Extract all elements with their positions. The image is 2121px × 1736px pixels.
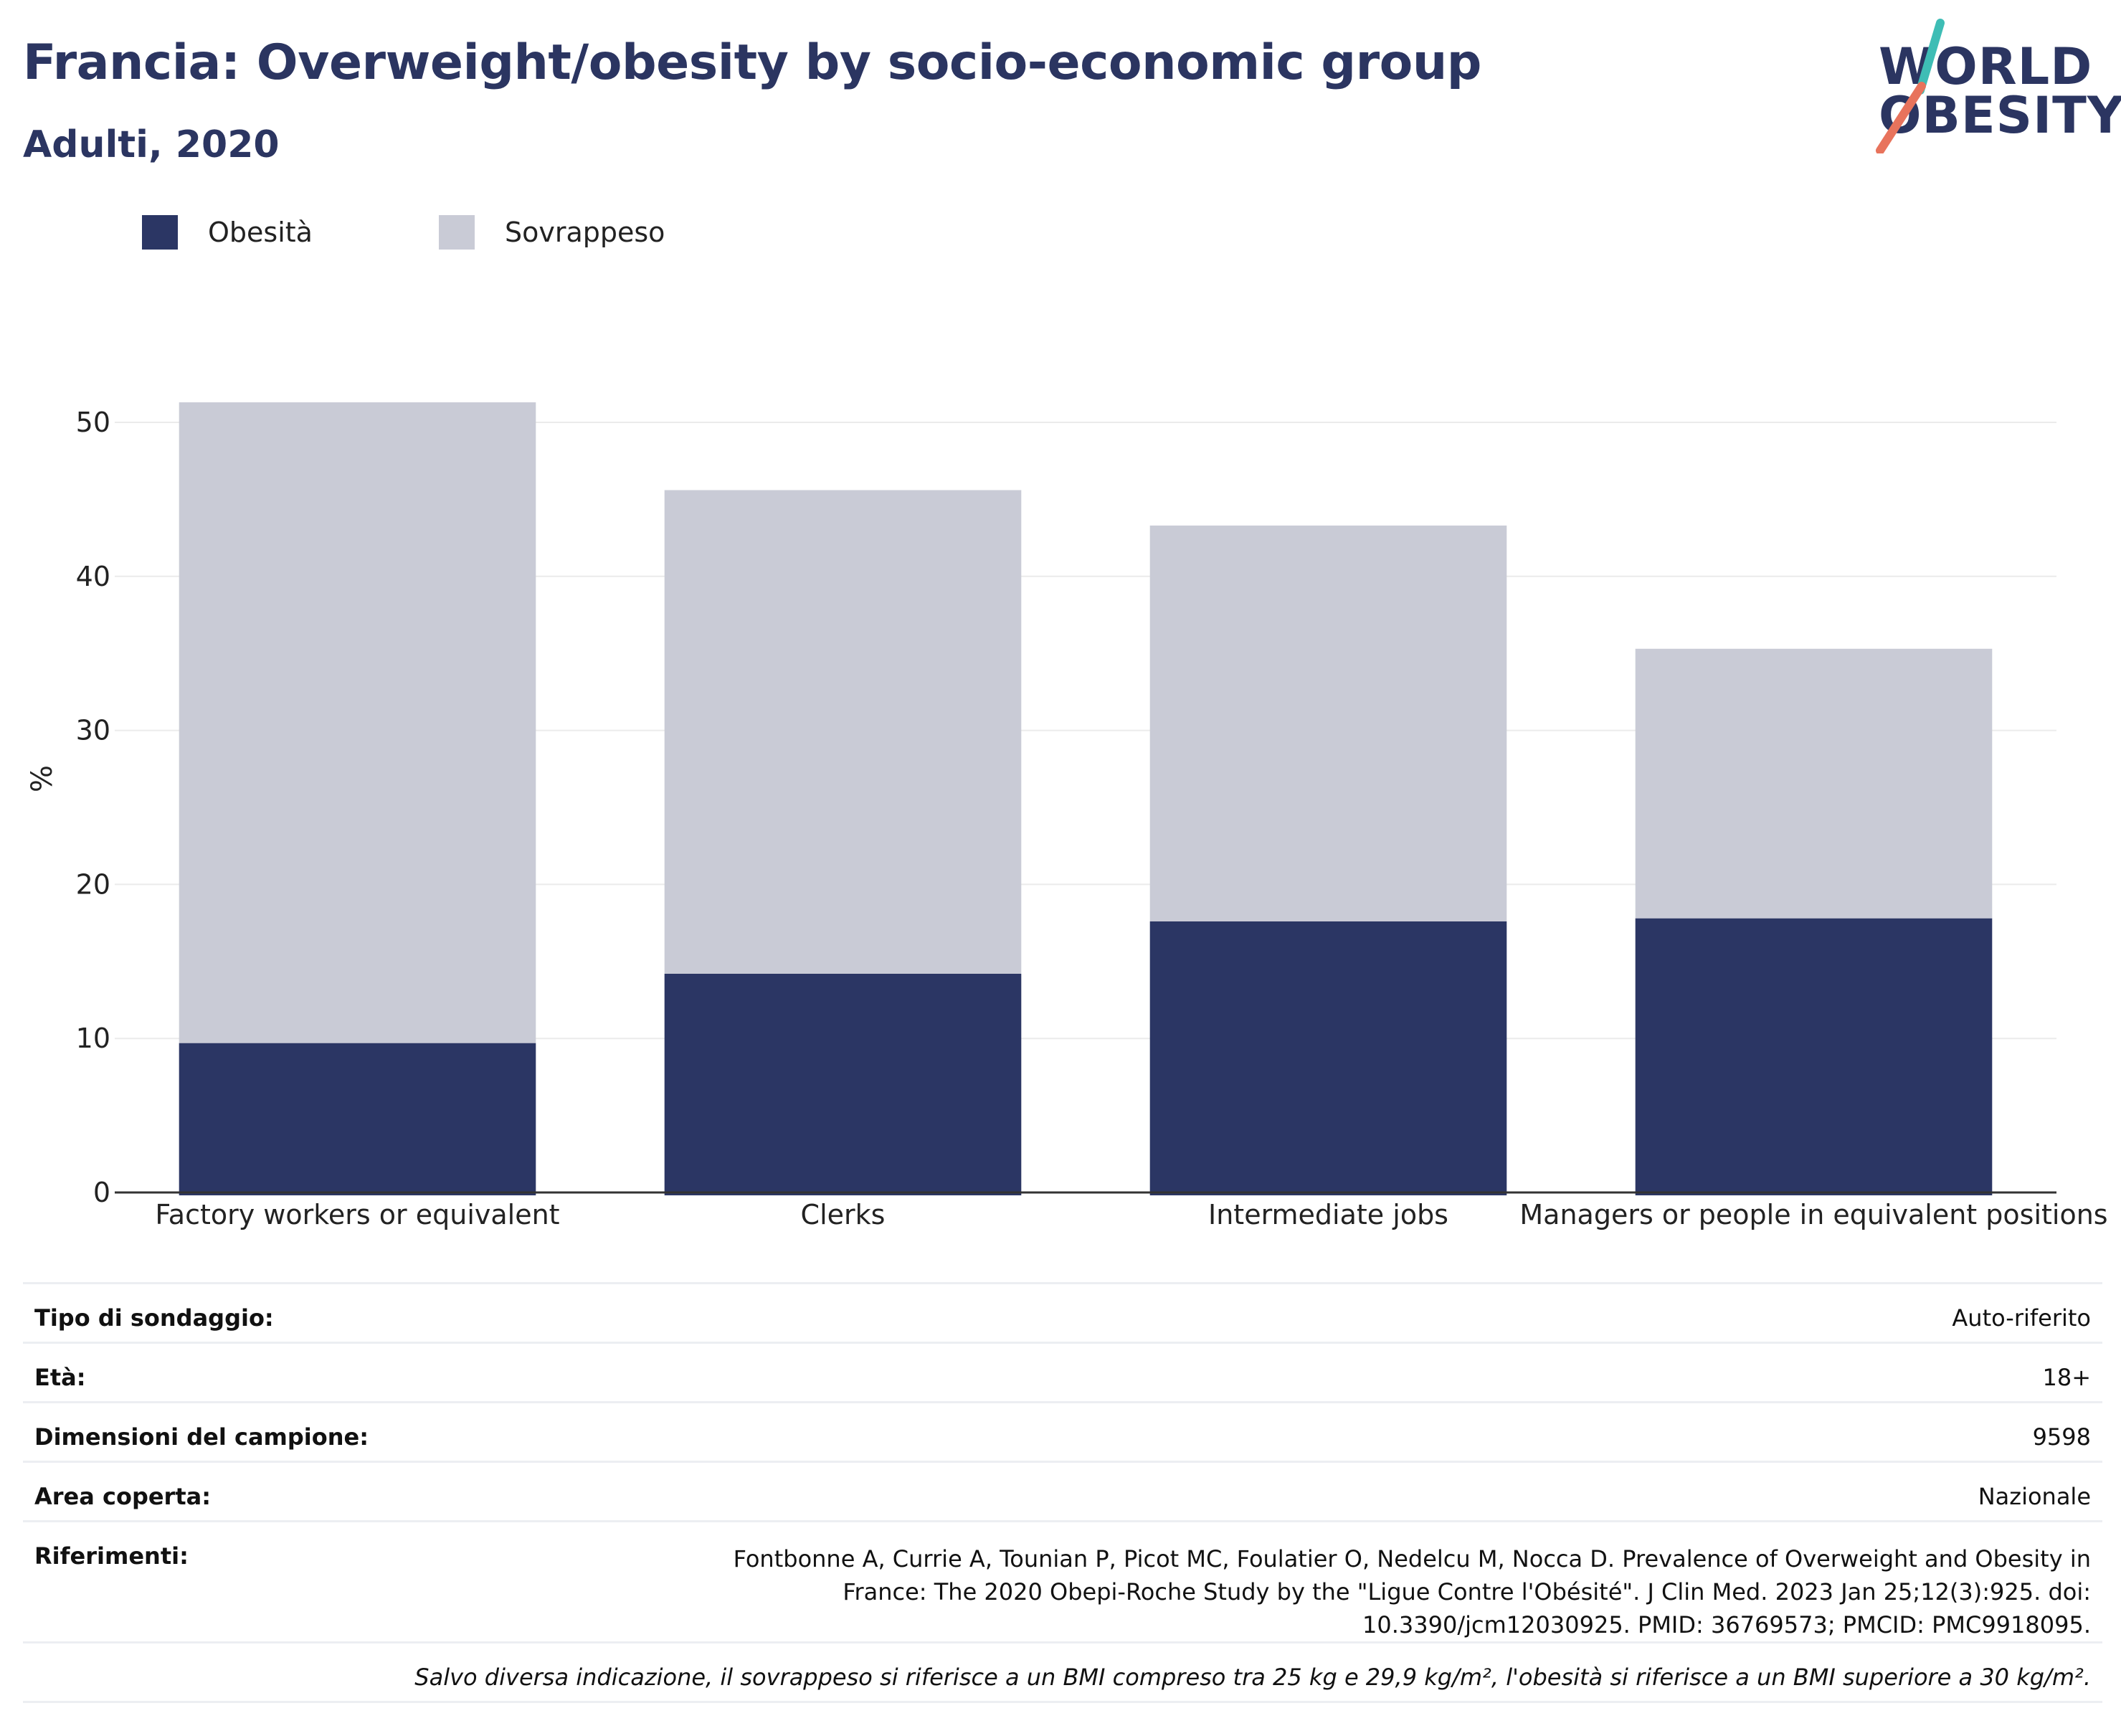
info-value: 9598 [2032, 1423, 2091, 1451]
world-obesity-logo: WORLD OBESITY [1864, 17, 2121, 153]
bar-overweight [179, 402, 536, 1043]
legend-label-overweight: Sovrappeso [505, 217, 665, 248]
bar-obesity [1149, 921, 1507, 1195]
bar-obesity [664, 973, 1022, 1195]
info-row-survey-type: Tipo di sondaggio: Auto-riferito [23, 1282, 2102, 1342]
survey-info-table: Tipo di sondaggio: Auto-riferito Età: 18… [23, 1282, 2102, 1703]
y-tick-label: 10 [76, 1023, 110, 1054]
info-row-age: Età: 18+ [23, 1342, 2102, 1401]
info-value: Nazionale [1978, 1483, 2091, 1510]
y-tick-label: 20 [76, 868, 110, 900]
logo-text-obesity: OBESITY [1879, 86, 2121, 145]
info-label: Età: [34, 1364, 86, 1391]
info-row-references: Riferimenti: Fontbonne A, Currie A, Toun… [23, 1520, 2102, 1641]
legend-swatch-obesity [142, 215, 178, 250]
logo-slash-icon [1876, 19, 1945, 153]
x-tick-label: Managers or people in equivalent positio… [1519, 1199, 2107, 1230]
info-row-note: Salvo diversa indicazione, il sovrappeso… [23, 1641, 2102, 1703]
y-tick-label: 30 [76, 715, 110, 746]
bar-overweight [1635, 648, 1993, 919]
bar-overweight [1149, 525, 1507, 921]
info-label: Dimensioni del campione: [34, 1423, 369, 1451]
chart-title: Francia: Overweight/obesity by socio-eco… [23, 34, 1481, 91]
bar-obesity [179, 1043, 536, 1195]
logo-text-world: WORLD [1879, 37, 2093, 96]
y-tick-label: 40 [76, 561, 110, 592]
info-label: Tipo di sondaggio: [34, 1304, 274, 1332]
bar-obesity [1635, 918, 1993, 1195]
y-tick-label: 0 [93, 1177, 110, 1208]
y-tick-label: 50 [76, 407, 110, 438]
info-value-references: Fontbonne A, Currie A, Tounian P, Picot … [733, 1545, 2091, 1638]
bmi-definition-note: Salvo diversa indicazione, il sovrappeso… [414, 1664, 2091, 1691]
legend-label-obesity: Obesità [208, 217, 313, 248]
legend-swatch-overweight [439, 215, 475, 250]
info-value: 18+ [2042, 1364, 2091, 1391]
bar-overweight [664, 490, 1022, 974]
info-label: Area coperta: [34, 1483, 212, 1510]
info-label: Riferimenti: [34, 1542, 189, 1570]
info-row-area: Area coperta: Nazionale [23, 1461, 2102, 1520]
y-axis-label: % [26, 765, 59, 792]
x-tick-label: Intermediate jobs [1208, 1199, 1448, 1230]
info-value: Auto-riferito [1952, 1304, 2091, 1332]
x-tick-label: Clerks [801, 1199, 886, 1230]
x-tick-label: Factory workers or equivalent [155, 1199, 559, 1230]
stacked-bar-chart: 0 10 20 30 40 50% Factory workers or equivalen… [26, 402, 2108, 1230]
info-row-sample-size: Dimensioni del campione: 9598 [23, 1401, 2102, 1461]
chart-subtitle: Adulti, 2020 [23, 123, 280, 166]
